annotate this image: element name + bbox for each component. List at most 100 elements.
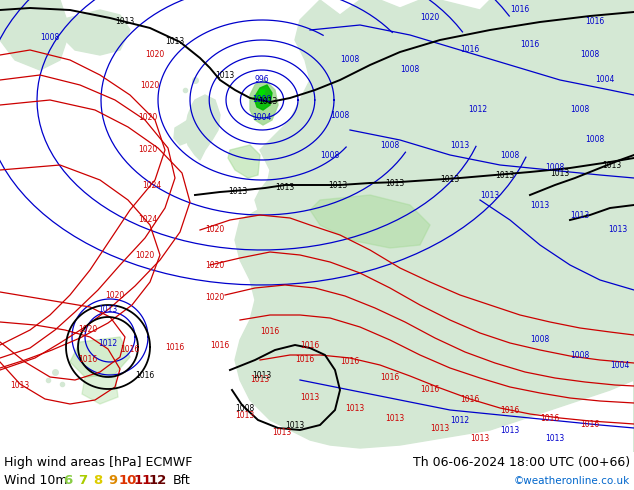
Text: 1020: 1020 bbox=[105, 291, 125, 299]
Text: 1020: 1020 bbox=[205, 225, 224, 235]
Text: 1008: 1008 bbox=[531, 336, 550, 344]
Text: 1004: 1004 bbox=[611, 361, 630, 369]
Text: 1013: 1013 bbox=[495, 172, 515, 180]
Polygon shape bbox=[0, 0, 70, 70]
Text: 1013: 1013 bbox=[531, 200, 550, 210]
Text: 1008: 1008 bbox=[380, 141, 399, 149]
Polygon shape bbox=[82, 374, 118, 404]
Text: 1013: 1013 bbox=[481, 191, 500, 199]
Polygon shape bbox=[60, 10, 130, 55]
Text: 1016: 1016 bbox=[210, 341, 230, 349]
Polygon shape bbox=[254, 85, 272, 110]
Polygon shape bbox=[250, 80, 278, 125]
Text: 1008: 1008 bbox=[401, 66, 420, 74]
Text: 1016: 1016 bbox=[500, 406, 520, 415]
Text: 6: 6 bbox=[63, 474, 73, 487]
Text: 1012: 1012 bbox=[98, 340, 117, 348]
Text: 1013: 1013 bbox=[430, 423, 450, 433]
Text: 1013: 1013 bbox=[301, 393, 320, 402]
Text: 1020: 1020 bbox=[205, 294, 224, 302]
Text: 1012: 1012 bbox=[469, 105, 488, 115]
Text: 1020: 1020 bbox=[145, 50, 165, 59]
Text: 12: 12 bbox=[149, 474, 167, 487]
Polygon shape bbox=[259, 90, 265, 97]
Text: 1016: 1016 bbox=[420, 386, 439, 394]
Text: 1013: 1013 bbox=[165, 38, 184, 47]
Text: 1016: 1016 bbox=[120, 345, 139, 354]
Text: 1016: 1016 bbox=[295, 356, 314, 365]
Text: 1008: 1008 bbox=[330, 111, 349, 120]
Text: 1013: 1013 bbox=[385, 414, 404, 422]
Text: 1016: 1016 bbox=[380, 373, 399, 383]
Text: High wind areas [hPa] ECMWF: High wind areas [hPa] ECMWF bbox=[4, 456, 192, 469]
Text: 1008: 1008 bbox=[41, 33, 60, 43]
Text: 7: 7 bbox=[79, 474, 87, 487]
Polygon shape bbox=[185, 95, 220, 160]
Text: 1013: 1013 bbox=[273, 427, 292, 437]
Text: 1004: 1004 bbox=[595, 75, 615, 84]
Text: 1020: 1020 bbox=[140, 80, 160, 90]
Text: 1020: 1020 bbox=[79, 325, 98, 335]
Polygon shape bbox=[310, 195, 430, 248]
Text: 1008: 1008 bbox=[320, 150, 340, 160]
Text: 11: 11 bbox=[134, 474, 152, 487]
Text: 1013: 1013 bbox=[545, 434, 565, 442]
Text: 1012: 1012 bbox=[450, 416, 470, 424]
Polygon shape bbox=[228, 145, 260, 178]
Text: 1013: 1013 bbox=[450, 141, 470, 149]
Text: Th 06-06-2024 18:00 UTC (00+66): Th 06-06-2024 18:00 UTC (00+66) bbox=[413, 456, 630, 469]
Text: 1008: 1008 bbox=[545, 164, 565, 172]
Text: 1016: 1016 bbox=[79, 356, 98, 365]
Text: 1016: 1016 bbox=[510, 5, 529, 15]
Text: 10: 10 bbox=[119, 474, 137, 487]
Text: 1020: 1020 bbox=[138, 114, 158, 122]
Text: 1016: 1016 bbox=[460, 46, 480, 54]
Polygon shape bbox=[235, 0, 634, 452]
Text: 1008: 1008 bbox=[235, 403, 255, 413]
Text: 1013: 1013 bbox=[98, 304, 118, 314]
Polygon shape bbox=[70, 337, 130, 377]
Text: 1016: 1016 bbox=[460, 395, 480, 405]
Text: 1020: 1020 bbox=[138, 146, 158, 154]
Text: 1020: 1020 bbox=[205, 261, 224, 270]
Text: 1016: 1016 bbox=[521, 41, 540, 49]
Text: 1013: 1013 bbox=[385, 178, 404, 188]
Text: 1016: 1016 bbox=[585, 18, 605, 26]
Text: 1013: 1013 bbox=[328, 181, 347, 191]
Text: 1020: 1020 bbox=[420, 14, 439, 23]
Text: 1013: 1013 bbox=[470, 434, 489, 442]
Polygon shape bbox=[174, 120, 192, 145]
Text: 1000: 1000 bbox=[252, 96, 272, 104]
Text: 1013: 1013 bbox=[259, 98, 278, 106]
Text: 1016: 1016 bbox=[340, 358, 359, 367]
Text: 1016: 1016 bbox=[540, 414, 560, 422]
Text: 996: 996 bbox=[255, 75, 269, 84]
Text: 1013: 1013 bbox=[346, 403, 365, 413]
Text: 1004: 1004 bbox=[252, 114, 272, 122]
Text: 1008: 1008 bbox=[340, 55, 359, 65]
Text: 1013: 1013 bbox=[571, 211, 590, 220]
Text: 1020: 1020 bbox=[136, 250, 155, 260]
Text: 1008: 1008 bbox=[571, 105, 590, 115]
Text: Wind 10m: Wind 10m bbox=[4, 474, 67, 487]
Text: 1013: 1013 bbox=[441, 175, 460, 185]
Text: 1013: 1013 bbox=[10, 381, 30, 390]
Text: 1016: 1016 bbox=[136, 370, 155, 379]
Text: 1016: 1016 bbox=[165, 343, 184, 352]
Text: 1016: 1016 bbox=[580, 419, 600, 428]
Text: 8: 8 bbox=[93, 474, 103, 487]
Text: 1008: 1008 bbox=[500, 150, 520, 160]
Text: 1013: 1013 bbox=[500, 425, 520, 435]
Text: 1013: 1013 bbox=[216, 71, 235, 79]
Text: 1016: 1016 bbox=[261, 327, 280, 337]
Text: 1013: 1013 bbox=[228, 188, 248, 196]
Text: 1013: 1013 bbox=[235, 411, 255, 419]
Text: 1024: 1024 bbox=[143, 180, 162, 190]
Text: 1008: 1008 bbox=[571, 350, 590, 360]
Text: 1016: 1016 bbox=[301, 341, 320, 349]
Text: 1013: 1013 bbox=[275, 183, 295, 193]
Text: ©weatheronline.co.uk: ©weatheronline.co.uk bbox=[514, 475, 630, 486]
Text: 1008: 1008 bbox=[580, 50, 600, 59]
Text: 1013: 1013 bbox=[250, 375, 269, 385]
Text: Bft: Bft bbox=[173, 474, 191, 487]
